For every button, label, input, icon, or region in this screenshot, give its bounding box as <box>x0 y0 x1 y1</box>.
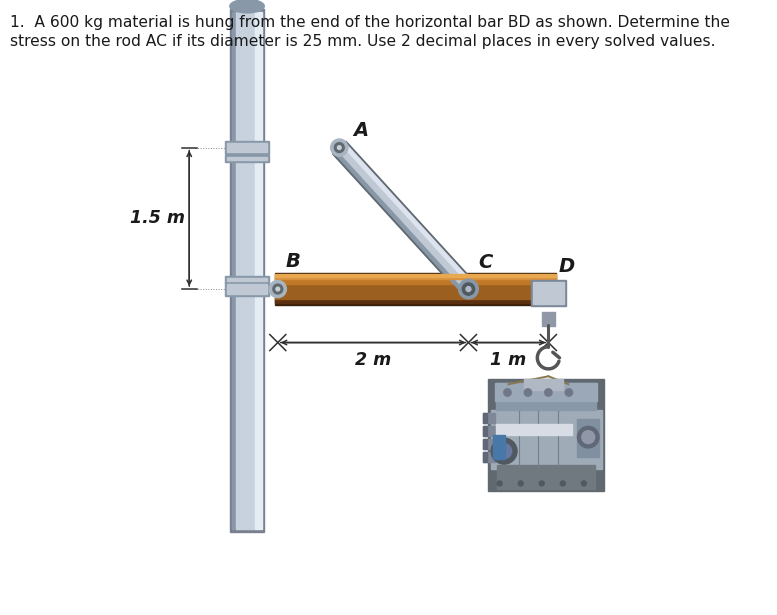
Bar <box>483 452 494 462</box>
Bar <box>225 156 269 162</box>
Bar <box>577 419 599 456</box>
Text: C: C <box>479 253 493 272</box>
Text: B: B <box>285 252 300 271</box>
Bar <box>542 312 555 326</box>
Circle shape <box>331 139 348 156</box>
Bar <box>533 282 564 304</box>
Bar <box>489 379 604 491</box>
Ellipse shape <box>230 0 264 13</box>
Text: 1.5 m: 1.5 m <box>130 209 185 228</box>
Bar <box>483 426 494 436</box>
Text: stress on the rod AC if its diameter is 25 mm. Use 2 decimal places in every sol: stress on the rod AC if its diameter is … <box>10 34 716 49</box>
Polygon shape <box>334 149 466 294</box>
Bar <box>483 413 494 423</box>
Circle shape <box>491 438 517 464</box>
Circle shape <box>539 481 544 486</box>
Bar <box>483 413 487 423</box>
Bar <box>483 452 487 462</box>
Text: 2 m: 2 m <box>355 351 392 369</box>
Circle shape <box>560 481 565 486</box>
Circle shape <box>582 430 594 443</box>
Circle shape <box>466 287 471 292</box>
Circle shape <box>497 443 511 459</box>
Text: A: A <box>353 121 368 140</box>
Bar <box>497 465 595 489</box>
Bar <box>228 284 267 294</box>
Bar <box>495 383 597 400</box>
Circle shape <box>518 481 523 486</box>
Polygon shape <box>333 141 476 295</box>
Circle shape <box>462 283 475 295</box>
Bar <box>275 284 556 298</box>
Bar <box>235 12 255 529</box>
Bar <box>230 9 264 532</box>
Polygon shape <box>337 145 471 291</box>
Bar <box>483 439 494 449</box>
Bar <box>228 278 267 282</box>
Circle shape <box>276 287 280 291</box>
Bar <box>275 276 556 279</box>
Bar <box>228 143 267 152</box>
Circle shape <box>577 426 599 448</box>
Bar <box>225 282 269 296</box>
Bar <box>275 274 556 277</box>
Circle shape <box>337 146 341 149</box>
Bar <box>232 12 235 529</box>
Circle shape <box>273 284 283 294</box>
Text: 1.  A 600 kg material is hung from the end of the horizontal bar BD as shown. De: 1. A 600 kg material is hung from the en… <box>10 15 730 30</box>
Bar <box>255 12 262 529</box>
Circle shape <box>581 481 587 486</box>
Bar <box>225 277 269 283</box>
Bar <box>225 141 269 154</box>
Circle shape <box>503 389 511 396</box>
Bar <box>228 157 267 161</box>
Bar <box>275 279 556 284</box>
Bar <box>493 435 505 459</box>
Text: D: D <box>558 256 574 276</box>
Bar <box>497 383 596 410</box>
Polygon shape <box>342 143 474 287</box>
Circle shape <box>565 389 573 396</box>
Circle shape <box>545 389 552 396</box>
Bar <box>524 379 563 390</box>
Circle shape <box>524 389 531 396</box>
Bar <box>483 439 487 449</box>
Bar <box>491 410 601 469</box>
Bar <box>531 280 566 306</box>
Circle shape <box>458 279 479 299</box>
Circle shape <box>269 280 287 298</box>
Circle shape <box>497 481 502 486</box>
Circle shape <box>334 143 344 153</box>
Bar <box>497 424 572 435</box>
Bar <box>275 298 556 303</box>
Bar <box>483 426 487 436</box>
Bar <box>275 273 556 305</box>
Text: 1 m: 1 m <box>490 351 527 369</box>
